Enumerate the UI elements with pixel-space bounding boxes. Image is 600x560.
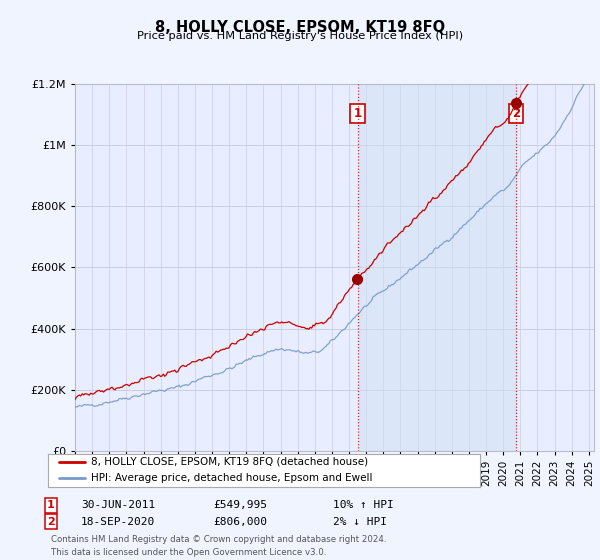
Text: £806,000: £806,000 bbox=[213, 517, 267, 527]
Text: 1: 1 bbox=[353, 107, 362, 120]
Text: 30-JUN-2011: 30-JUN-2011 bbox=[81, 500, 155, 510]
Text: 2: 2 bbox=[512, 107, 520, 120]
Text: 2% ↓ HPI: 2% ↓ HPI bbox=[333, 517, 387, 527]
Text: 18-SEP-2020: 18-SEP-2020 bbox=[81, 517, 155, 527]
Text: £549,995: £549,995 bbox=[213, 500, 267, 510]
Text: Price paid vs. HM Land Registry's House Price Index (HPI): Price paid vs. HM Land Registry's House … bbox=[137, 31, 463, 41]
Text: 1: 1 bbox=[47, 500, 55, 510]
Text: 2: 2 bbox=[47, 517, 55, 527]
Text: 8, HOLLY CLOSE, EPSOM, KT19 8FQ: 8, HOLLY CLOSE, EPSOM, KT19 8FQ bbox=[155, 20, 445, 35]
Text: Contains HM Land Registry data © Crown copyright and database right 2024.
This d: Contains HM Land Registry data © Crown c… bbox=[51, 535, 386, 557]
Text: 10% ↑ HPI: 10% ↑ HPI bbox=[333, 500, 394, 510]
Text: 8, HOLLY CLOSE, EPSOM, KT19 8FQ (detached house): 8, HOLLY CLOSE, EPSOM, KT19 8FQ (detache… bbox=[91, 456, 368, 466]
Text: HPI: Average price, detached house, Epsom and Ewell: HPI: Average price, detached house, Epso… bbox=[91, 473, 373, 483]
